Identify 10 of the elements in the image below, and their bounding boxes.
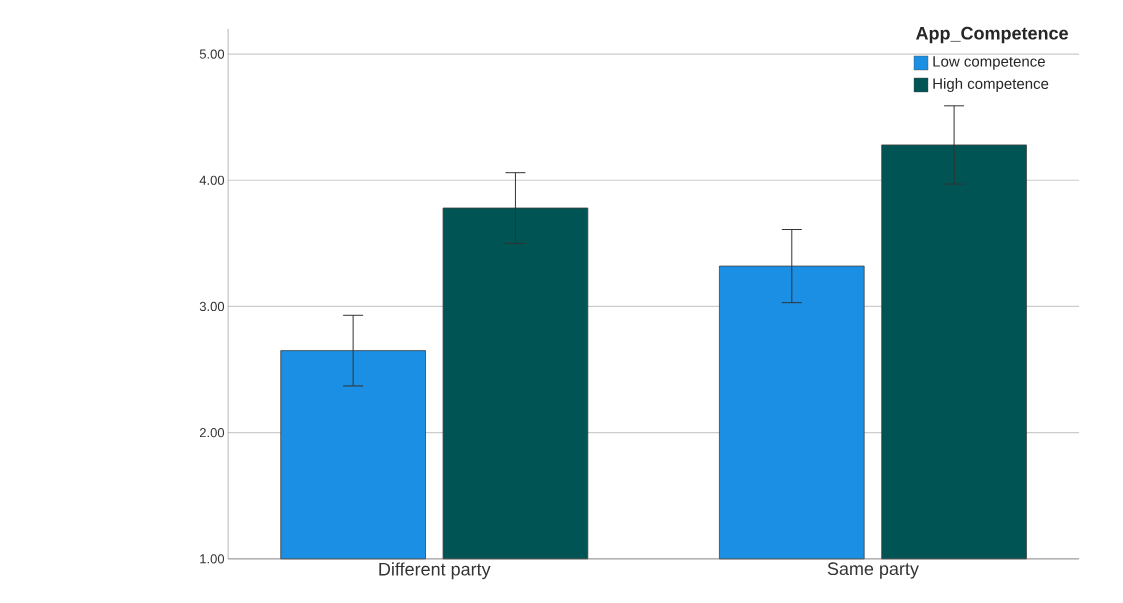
y-tick-label: 4.00	[199, 175, 225, 185]
y-tick-label: 2.00	[199, 428, 225, 438]
legend-label: High competence	[933, 78, 1049, 92]
legend-label: Low competence	[933, 56, 1045, 70]
y-tick-label: 1.00	[200, 554, 225, 564]
x-tick-label: Same party	[827, 562, 919, 579]
x-tick-label: Different party	[379, 562, 491, 580]
legend-title: App_Competence	[916, 26, 1068, 44]
y-tick-label: 3.00	[199, 301, 225, 312]
y-tick-label: 5.00	[199, 49, 225, 59]
